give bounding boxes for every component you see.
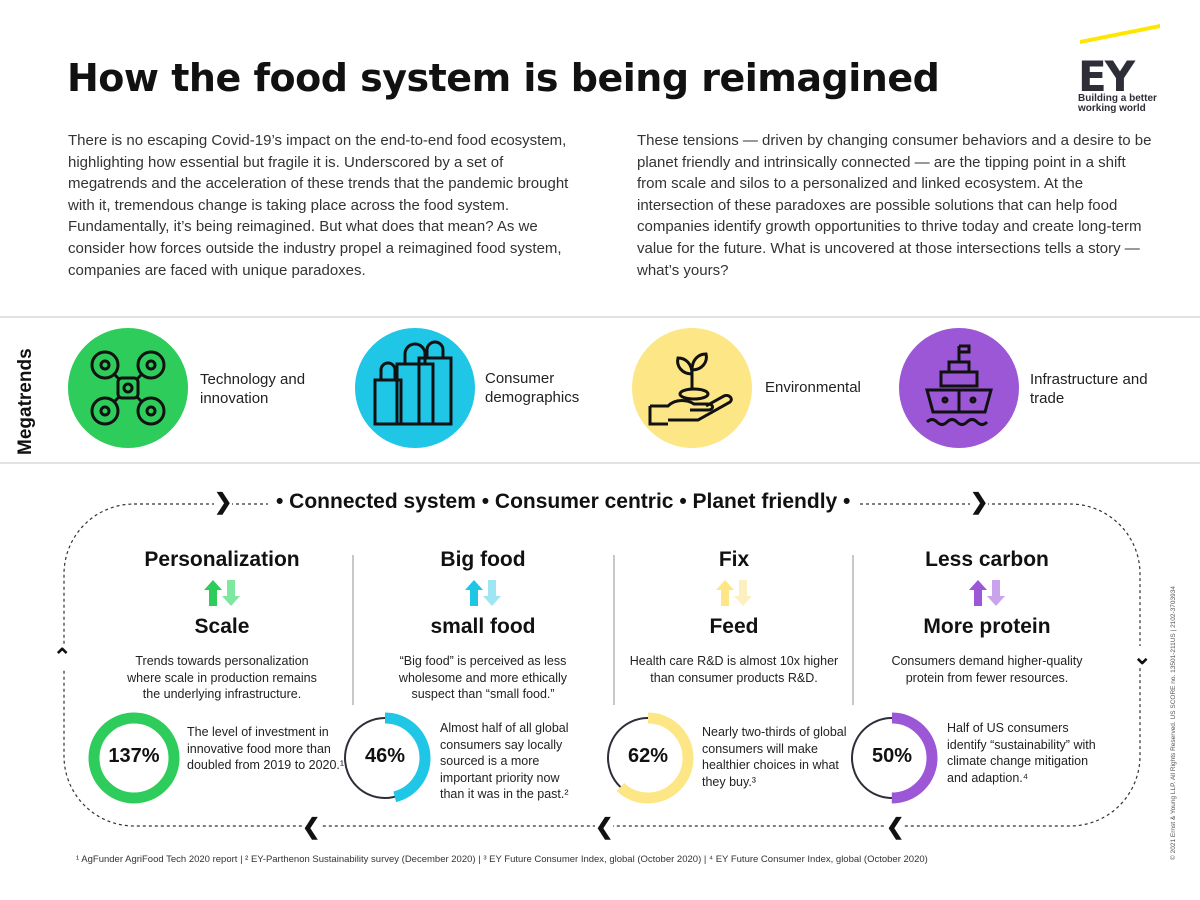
donut-fill	[846, 712, 938, 804]
stat-percent: 137%	[108, 745, 160, 767]
paradox-fix-feed: Fix Feed Health care R&D is almost 10x h…	[599, 548, 869, 686]
page-title: How the food system is being reimagined	[67, 56, 940, 100]
logo-tagline: Building a better working world	[1078, 93, 1157, 114]
stat-percent: 46%	[364, 745, 406, 767]
chevron-down-icon: ⌄	[1133, 644, 1152, 669]
paradox-description: “Big food” is perceived as less wholesom…	[398, 654, 568, 701]
logo-wordmark: EY	[1078, 52, 1135, 101]
plant-in-hand-icon	[632, 328, 752, 448]
chevron-right-icon: ❯	[214, 489, 233, 514]
swap-arrows-icon	[465, 580, 501, 606]
stat-donut: 62%	[602, 712, 694, 804]
donut-fill	[88, 712, 180, 804]
paradox-bottom: Scale	[194, 615, 250, 638]
paradox-bottom: More protein	[923, 615, 1051, 638]
paradox-description: Health care R&D is almost 10x higher tha…	[629, 654, 839, 685]
paradox-lesscarbon-moreprotein: Less carbon More protein Consumers deman…	[852, 548, 1122, 686]
copyright-text: © 2021 Ernst & Young LLP. All Rights Res…	[1170, 586, 1177, 860]
donut-fill	[339, 712, 431, 804]
paradox-top: Less carbon	[925, 548, 1049, 571]
paradox-bottom: Feed	[709, 615, 759, 638]
stat-text: Almost half of all global consumers say …	[440, 721, 569, 801]
swap-arrows-icon	[969, 580, 1005, 606]
stat-percent: 50%	[871, 745, 913, 767]
paradox-top: Big food	[440, 548, 526, 571]
stat-text: The level of investment in innovative fo…	[187, 725, 345, 772]
chevron-right-icon: ❯	[970, 489, 989, 514]
megatrend-label-technology: Technology and innovation	[200, 371, 306, 407]
cargo-ship-icon	[899, 328, 1019, 448]
shopping-bags-icon	[355, 328, 475, 448]
divider-top	[0, 316, 1200, 318]
chevron-left-icon: ❮	[595, 814, 614, 839]
paradox-top: Personalization	[144, 548, 300, 571]
ey-logo: EY Building a better working world	[1078, 22, 1168, 122]
chevron-up-icon: ⌃	[53, 644, 72, 669]
column-divider	[852, 555, 854, 705]
paradox-bottom: small food	[430, 615, 536, 638]
swap-arrows-icon	[204, 580, 240, 606]
logo-beam-icon	[1080, 24, 1160, 44]
paradox-description: Trends towards personalization where sca…	[127, 654, 317, 701]
chevron-left-icon: ❮	[302, 814, 321, 839]
divider-bottom	[0, 462, 1200, 464]
paradox-bigfood-smallfood: Big food small food “Big food” is percei…	[348, 548, 618, 703]
megatrend-label-infrastructure: Infrastructure and trade	[1030, 371, 1148, 407]
chevron-left-icon: ❮	[886, 814, 905, 839]
stat-donut: 137%	[88, 712, 180, 804]
tagline: • Connected system • Consumer centric • …	[268, 490, 859, 514]
stat-donut: 46%	[339, 712, 431, 804]
footnotes: ¹ AgFunder AgriFood Tech 2020 report | ²…	[76, 854, 928, 865]
megatrend-label-environmental: Environmental	[765, 379, 861, 396]
paradox-personalization-scale: Personalization Scale Trends towards per…	[87, 548, 357, 703]
paradox-top: Fix	[718, 548, 750, 571]
stat-text: Nearly two-thirds of global consumers wi…	[702, 725, 847, 789]
stat-percent: 62%	[627, 745, 669, 767]
stat-donut: 50%	[846, 712, 938, 804]
column-divider	[352, 555, 354, 705]
megatrends-label: Megatrends	[15, 348, 36, 455]
stat-text: Half of US consumers identify “sustainab…	[947, 721, 1096, 785]
megatrend-label-consumer: Consumer demographics	[485, 370, 580, 406]
drone-icon	[68, 328, 188, 448]
intro-paragraph-left: There is no escaping Covid-19’s impact o…	[68, 132, 569, 279]
intro-paragraph-right: These tensions — driven by changing cons…	[637, 132, 1152, 279]
paradox-description: Consumers demand higher-quality protein …	[891, 654, 1083, 685]
swap-arrows-icon	[716, 580, 752, 606]
column-divider	[613, 555, 615, 705]
donut-fill	[602, 712, 694, 804]
